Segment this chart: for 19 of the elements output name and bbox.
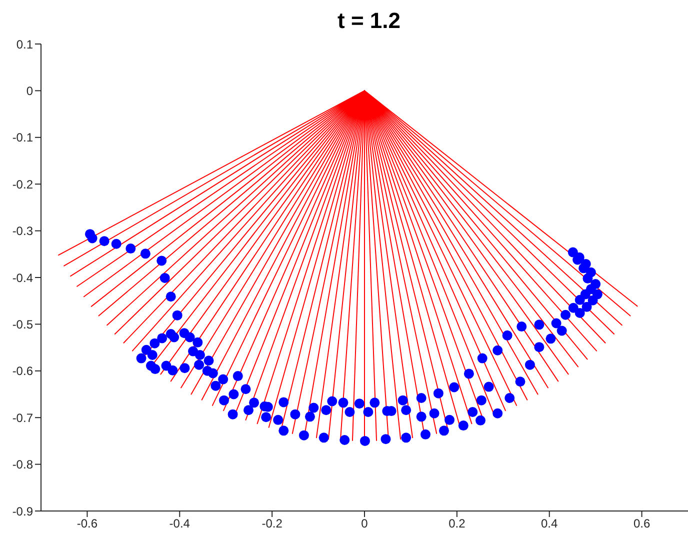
x-tick-label: 0: [361, 516, 368, 531]
y-tick-label: -0.2: [12, 177, 34, 192]
x-tick-label: -0.6: [76, 516, 98, 531]
y-tick-label: 0: [26, 84, 34, 98]
y-tick-label: -0.4: [12, 270, 34, 285]
y-tick-label: -0.9: [12, 504, 34, 518]
y-tick-label: -0.3: [12, 224, 34, 238]
y-tick-label: -0.7: [12, 410, 34, 425]
x-tick-label: -0.4: [169, 516, 190, 531]
y-tick-label: -0.1: [12, 130, 34, 145]
y-tick-label: 0.1: [16, 37, 34, 52]
x-tick-label: -0.2: [262, 516, 283, 531]
chart-title: t = 1.2: [336, 8, 402, 34]
x-tick-label: 0.2: [448, 516, 466, 531]
y-tick-label: -0.8: [12, 458, 34, 472]
x-tick-label: 0.6: [633, 516, 650, 531]
y-tick-label: -0.6: [12, 364, 34, 378]
x-tick-label: 0.4: [541, 516, 558, 531]
y-tick-label: -0.5: [12, 317, 34, 332]
